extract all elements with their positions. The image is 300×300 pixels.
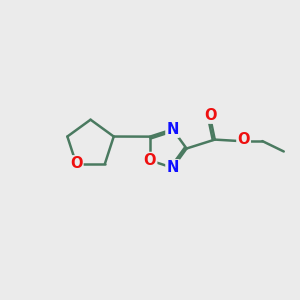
Text: O: O (237, 132, 250, 147)
Text: O: O (70, 156, 83, 171)
Text: O: O (144, 153, 156, 168)
Text: O: O (204, 108, 217, 123)
Text: N: N (167, 160, 179, 175)
Text: N: N (167, 122, 179, 137)
